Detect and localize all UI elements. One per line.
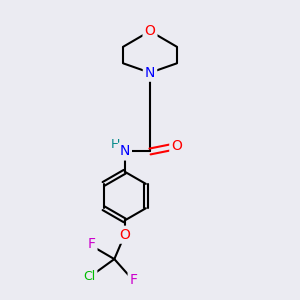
Text: Cl: Cl (83, 269, 95, 283)
Text: H: H (110, 138, 120, 152)
Text: N: N (119, 145, 130, 158)
Text: O: O (171, 139, 182, 152)
Text: O: O (145, 24, 155, 38)
Text: F: F (87, 237, 95, 250)
Text: F: F (130, 273, 138, 287)
Text: N: N (145, 66, 155, 80)
Text: O: O (119, 228, 130, 242)
